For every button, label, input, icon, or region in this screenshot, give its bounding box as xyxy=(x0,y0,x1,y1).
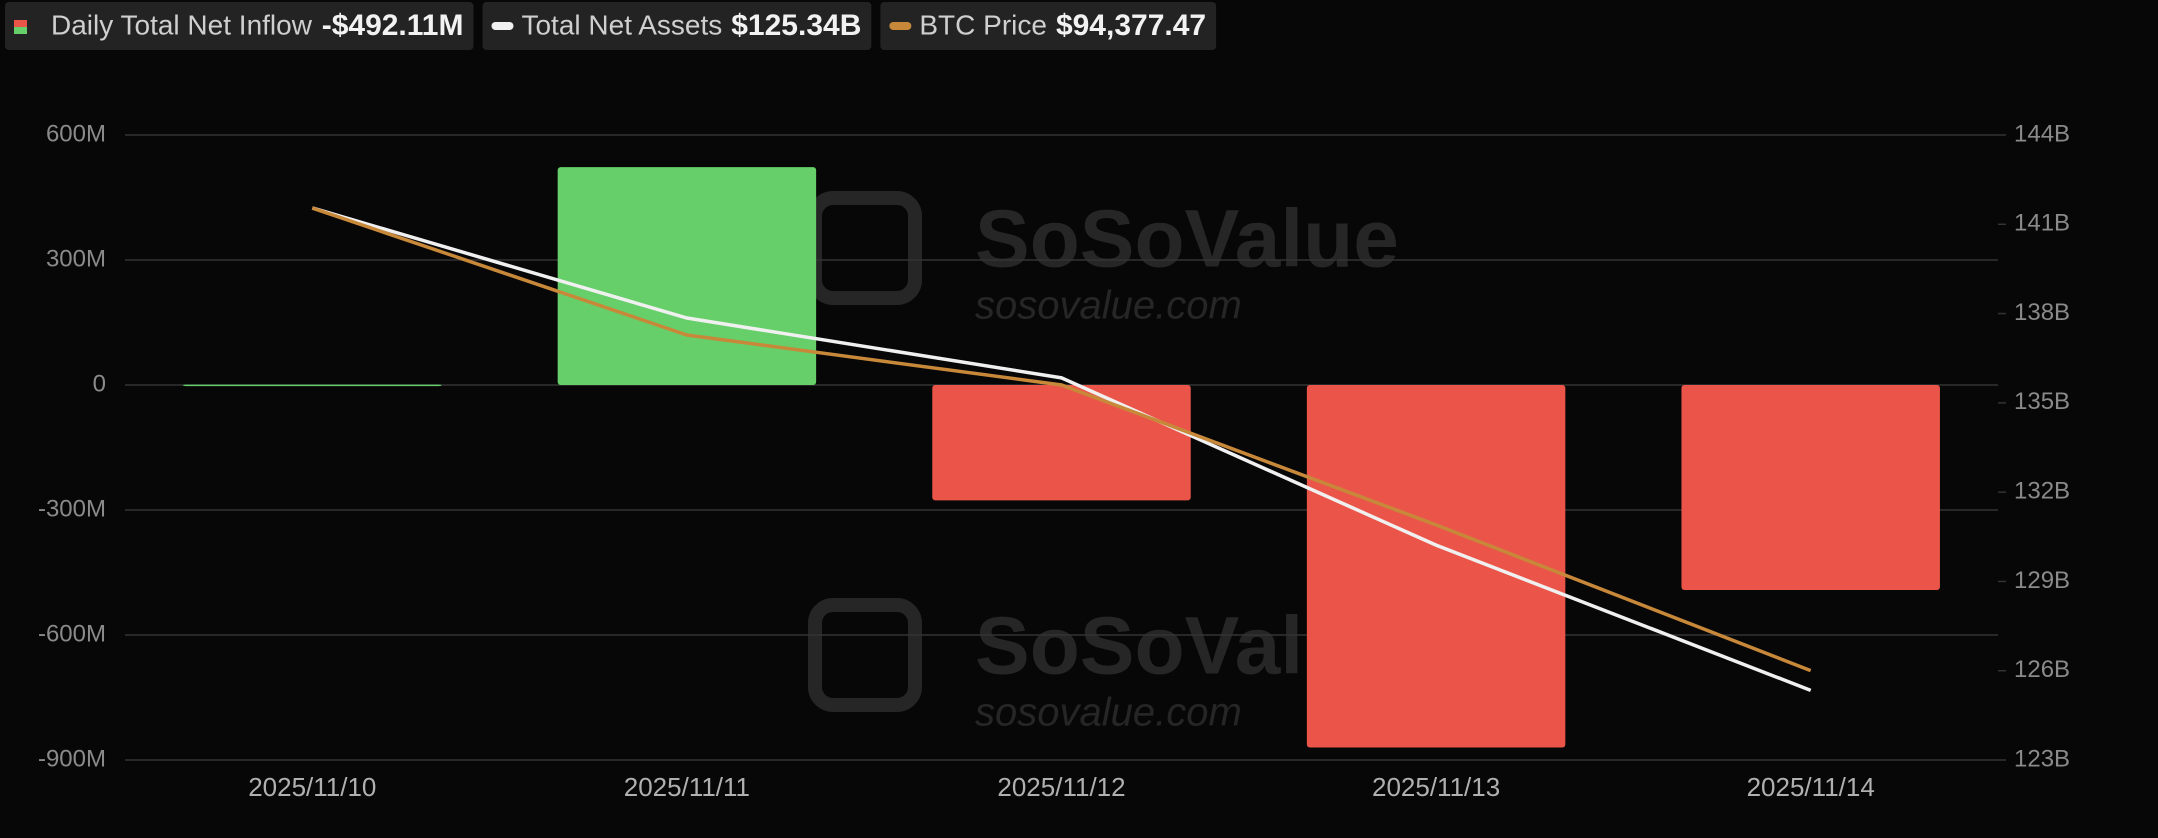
legend-icon xyxy=(14,27,27,34)
y-tick-label: -300M xyxy=(38,495,106,522)
legend-value: $125.34B xyxy=(731,9,861,42)
y2-tick-label: 126B xyxy=(2014,656,2070,683)
y2-tick-label: 123B xyxy=(2014,745,2070,772)
bar xyxy=(183,384,442,387)
legend-label: Daily Total Net Inflow xyxy=(51,9,313,40)
y-tick-label: -900M xyxy=(38,745,106,772)
y2-tick-label: 141B xyxy=(2014,210,2070,237)
watermark-url: sosovalue.com xyxy=(975,691,1242,735)
line xyxy=(311,206,1812,673)
line xyxy=(311,206,1812,692)
marks xyxy=(183,167,1940,748)
y2-tick-label: 129B xyxy=(2014,567,2070,594)
y-tick-label: 0 xyxy=(93,370,106,397)
legend: Daily Total Net Inflow -$492.11M Total Net… xyxy=(5,2,1217,50)
y-tick-label: 600M xyxy=(46,120,106,147)
bar xyxy=(1681,385,1940,591)
x-tick-label: 2025/11/11 xyxy=(624,772,750,802)
legend-value: $94,377.47 xyxy=(1056,9,1206,42)
watermark-title: SoSoValue xyxy=(975,194,1399,285)
y2-tick-label: 144B xyxy=(2014,120,2070,147)
y2-tick-label: 135B xyxy=(2014,388,2070,415)
legend-icon xyxy=(14,20,27,27)
legend-box xyxy=(5,2,474,50)
y-tick-label: -600M xyxy=(38,620,106,647)
y-tick-label: 300M xyxy=(46,245,106,272)
legend-label: Total Net Assets xyxy=(521,9,722,40)
legend-box xyxy=(482,2,872,50)
legend-value: -$492.11M xyxy=(322,9,464,42)
y2-tick-label: 138B xyxy=(2014,299,2070,326)
watermark-logo xyxy=(808,598,922,712)
x-tick-label: 2025/11/14 xyxy=(1747,772,1875,802)
watermark-url: sosovalue.com xyxy=(975,284,1242,328)
legend-box xyxy=(880,2,1217,50)
legend-label: BTC Price xyxy=(919,9,1047,40)
legend-icon xyxy=(889,22,912,30)
x-tick-label: 2025/11/13 xyxy=(1372,772,1500,802)
bar xyxy=(557,167,817,385)
watermark-logo xyxy=(808,191,922,305)
legend-icon xyxy=(491,22,514,30)
x-tick-label: 2025/11/12 xyxy=(997,772,1125,802)
bar xyxy=(1306,385,1566,748)
bar xyxy=(932,385,1191,501)
y2-tick-label: 132B xyxy=(2014,477,2070,504)
x-tick-label: 2025/11/10 xyxy=(248,772,376,802)
